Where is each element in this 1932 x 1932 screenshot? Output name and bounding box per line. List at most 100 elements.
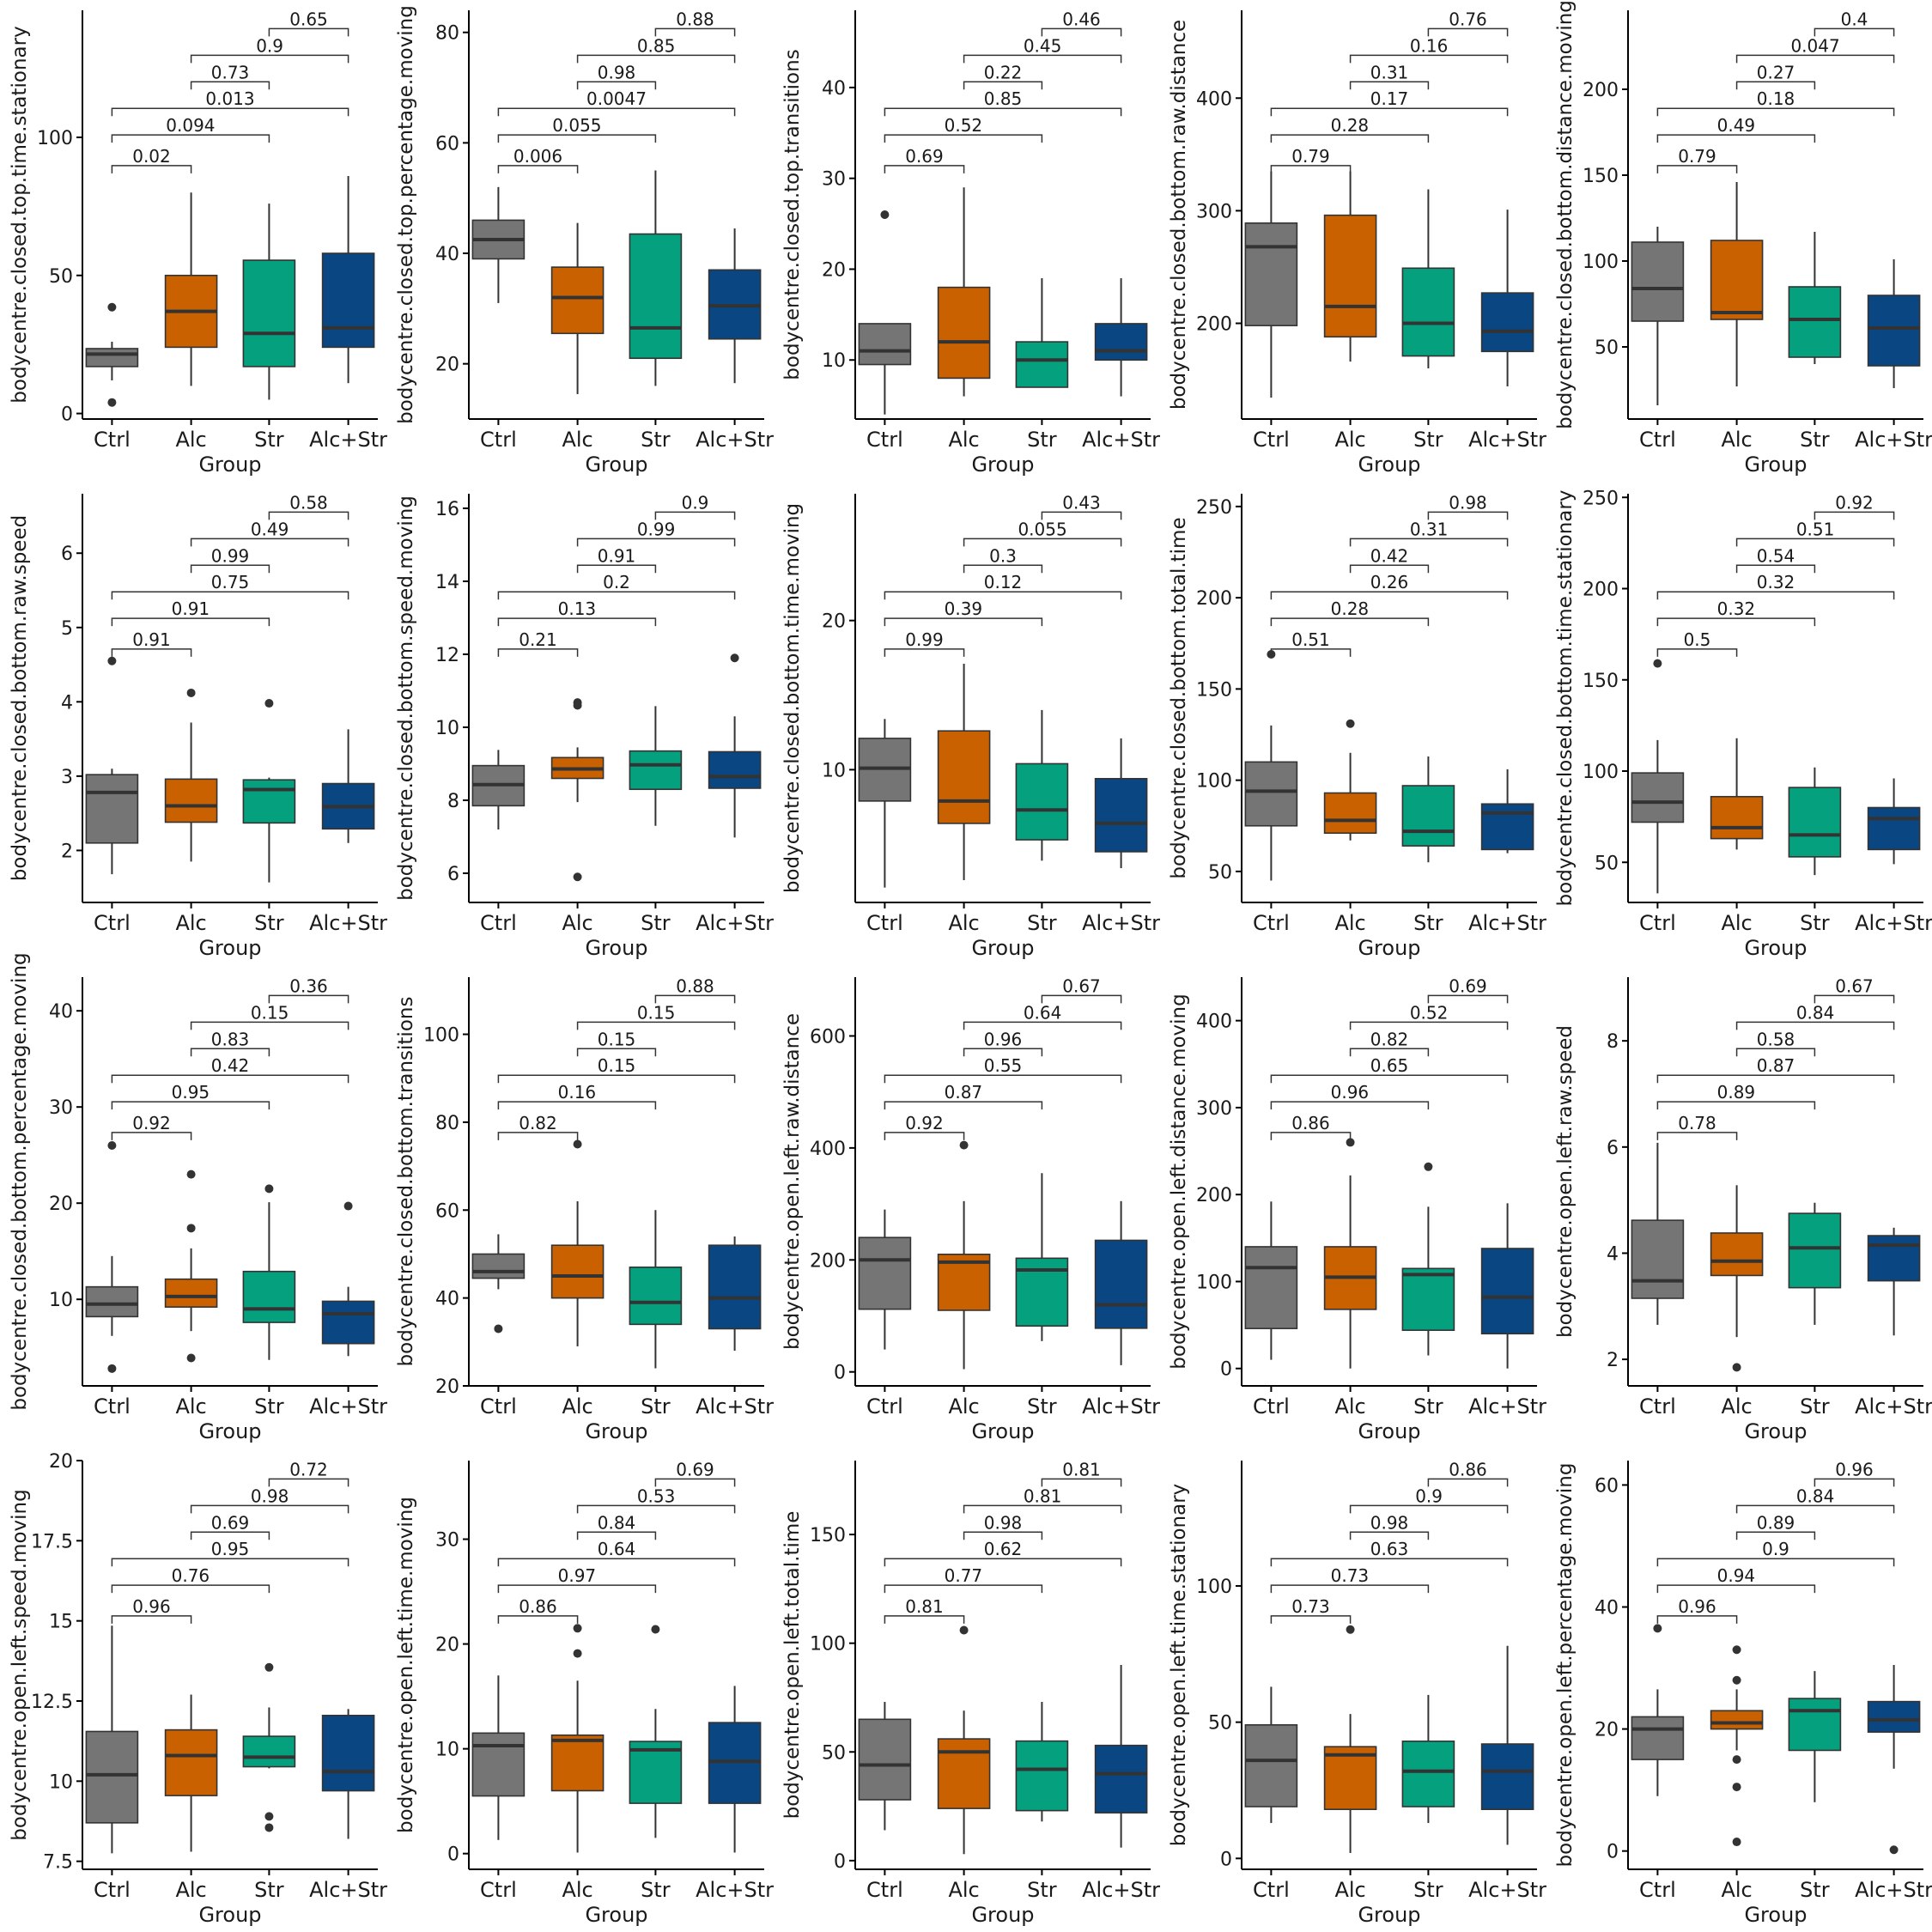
x-tick-label: Str (641, 1394, 671, 1419)
significance-bracket: 0.69 (1427, 975, 1509, 1004)
box-iqr (629, 1741, 683, 1804)
x-tick-label: Str (254, 1394, 284, 1419)
p-value-label: 0.87 (945, 1082, 983, 1103)
bracket-line (111, 1584, 270, 1594)
significance-bracket: 0.62 (884, 1539, 1122, 1567)
significance-bracket: 0.17 (1270, 88, 1509, 117)
bracket-line (111, 1132, 192, 1140)
box-str (1788, 1671, 1842, 1802)
significance-bracket: 0.73 (1270, 1596, 1352, 1624)
y-axis-label: bodycentre.closed.top.percentage.moving (395, 5, 417, 424)
bracket-line (1656, 165, 1738, 173)
p-value-label: 0.92 (905, 1113, 944, 1133)
y-tick-label: 2 (61, 841, 73, 862)
y-tick-label: 0 (1607, 1842, 1619, 1863)
significance-bracket: 0.99 (576, 519, 736, 547)
bracket-line (1270, 107, 1509, 117)
p-value-label: 0.82 (1370, 1029, 1409, 1049)
box-alc-str (1867, 1665, 1921, 1855)
significance-bracket: 0.21 (497, 629, 579, 657)
box-iqr (242, 1270, 296, 1323)
p-value-label: 0.73 (211, 62, 250, 82)
y-tick-label: 0 (447, 1844, 459, 1866)
significance-bracket: 0.46 (1041, 9, 1122, 37)
p-value-label: 0.013 (205, 88, 254, 109)
outlier-point (1732, 1645, 1741, 1655)
box-iqr (471, 1732, 526, 1797)
bracket-line (497, 1132, 579, 1140)
bracket-line (654, 27, 736, 37)
bracket-line (497, 165, 579, 173)
outlier-point (1732, 1755, 1741, 1765)
bracket-line (1349, 564, 1430, 574)
x-tick-label: Alc (948, 428, 979, 452)
significance-bracket: 0.75 (111, 572, 349, 600)
box-alc-str (708, 653, 762, 838)
p-value-label: 0.52 (1410, 1002, 1449, 1023)
x-tick-label: Alc+Str (1082, 1878, 1160, 1902)
significance-bracket: 0.67 (1814, 975, 1895, 1004)
y-tick-label: 100 (423, 1025, 459, 1047)
box-alc-str (1094, 278, 1148, 397)
box-ctrl (85, 1141, 139, 1373)
p-value-label: 0.36 (289, 975, 328, 996)
significance-bracket: 0.87 (1656, 1055, 1895, 1084)
bracket-line (884, 648, 965, 657)
bracket-line (190, 54, 349, 64)
box-alc (550, 1624, 605, 1853)
bracket-line (190, 538, 349, 547)
y-tick-label: 10 (822, 350, 846, 372)
p-value-label: 0.91 (598, 545, 636, 566)
p-value-label: 0.85 (984, 88, 1023, 109)
bracket-line (884, 617, 1043, 627)
box-iqr (1788, 787, 1842, 858)
bracket-line (1656, 1558, 1895, 1567)
box-iqr (164, 1728, 218, 1796)
bracket-line (884, 1584, 1043, 1594)
y-tick-label: 0 (1220, 1849, 1232, 1870)
y-tick-label: 0 (1220, 1359, 1232, 1381)
x-tick-label: Alc (175, 911, 206, 935)
box-ctrl (471, 750, 526, 829)
x-axis-label: Group (971, 1903, 1034, 1927)
x-tick-label: Alc (175, 1878, 206, 1902)
x-axis-label: Group (585, 1903, 647, 1927)
x-axis-label: Group (198, 453, 261, 477)
p-value-label: 0.9 (1415, 1485, 1443, 1506)
bracket-line (963, 564, 1043, 574)
significance-bracket: 0.32 (1656, 598, 1816, 627)
box-iqr (1710, 1710, 1764, 1730)
x-tick-label: Alc+Str (309, 1394, 387, 1419)
significance-bracket: 0.65 (268, 9, 349, 37)
y-tick-label: 200 (1583, 580, 1619, 601)
outlier-point (573, 1649, 582, 1658)
bracket-line (111, 1558, 349, 1567)
y-tick-label: 10 (49, 1290, 73, 1311)
chart-panel-15: 2 4 6 8 bodycentre.open.left.raw.speed Ctrl Al… (1554, 975, 1932, 1443)
box-iqr (1710, 795, 1764, 840)
bracket-line (1656, 107, 1895, 117)
y-tick-label: 4 (1607, 1243, 1619, 1265)
y-tick-label: 12.5 (31, 1692, 73, 1713)
p-value-label: 0.87 (1757, 1055, 1795, 1076)
x-axis-label: Group (1744, 453, 1807, 477)
significance-bracket: 0.3 (963, 545, 1043, 574)
significance-bracket: 0.9 (654, 492, 736, 520)
p-value-label: 0.31 (1410, 519, 1449, 539)
outlier-point (186, 688, 196, 697)
box-alc (550, 222, 605, 395)
p-value-label: 0.98 (1449, 492, 1487, 513)
significance-bracket: 0.91 (111, 598, 270, 627)
chart-panel-11: 10 20 30 40 bodycentre.closed.bottom.percent… (9, 952, 387, 1443)
x-tick-label: Str (1027, 428, 1057, 452)
bracket-line (1270, 134, 1430, 143)
significance-bracket: 0.85 (884, 88, 1122, 117)
box-iqr (858, 1718, 912, 1801)
p-value-label: 0.96 (984, 1029, 1023, 1049)
significance-bracket: 0.58 (268, 492, 349, 520)
significance-bracket: 0.02 (111, 146, 192, 173)
bracket-line (111, 165, 192, 173)
x-tick-label: Ctrl (94, 1394, 131, 1419)
p-value-label: 0.28 (1331, 115, 1370, 136)
x-tick-label: Alc (175, 428, 206, 452)
